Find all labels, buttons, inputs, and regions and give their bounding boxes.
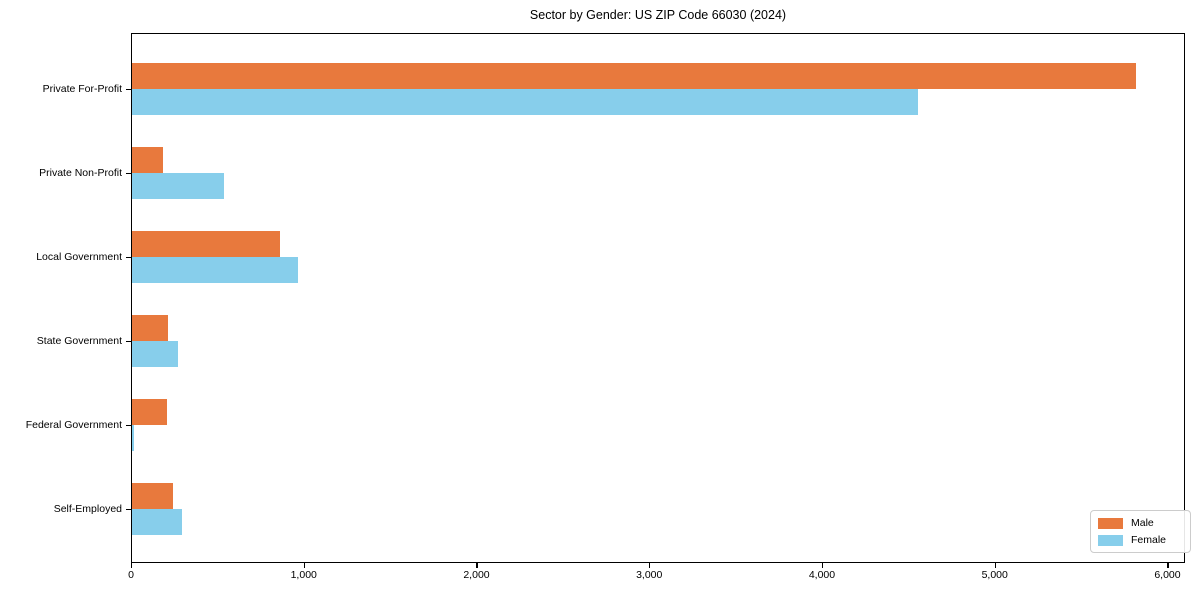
bar-female-federal-government — [132, 425, 135, 451]
legend-item-male: Male — [1098, 517, 1182, 529]
x-axis-label-6-000: 6,000 — [1154, 569, 1181, 581]
x-axis-tick — [476, 563, 478, 568]
y-axis-label-local-government: Local Government — [36, 251, 122, 263]
bar-male-state-government — [132, 315, 169, 341]
x-axis-tick — [1167, 563, 1169, 568]
bar-male-self-employed — [132, 483, 174, 509]
y-axis-label-self-employed: Self-Employed — [53, 503, 122, 515]
plot-area: Male Female — [131, 33, 1191, 563]
legend-label-female: Female — [1131, 534, 1167, 546]
x-axis-label-5-000: 5,000 — [981, 569, 1008, 581]
x-axis-label-2-000: 2,000 — [463, 569, 490, 581]
x-axis-tick — [821, 563, 824, 568]
legend: Male Female — [1090, 510, 1191, 553]
legend-item-female: Female — [1098, 534, 1182, 546]
y-axis-tick — [126, 89, 131, 91]
x-axis-label-0: 0 — [128, 569, 134, 581]
chart-title: Sector by Gender: US ZIP Code 66030 (202… — [529, 8, 787, 22]
x-axis-tick — [994, 563, 996, 568]
y-axis-tick — [126, 173, 131, 175]
y-axis-tick — [126, 509, 131, 511]
legend-swatch-male — [1098, 517, 1123, 529]
y-axis-tick — [126, 257, 131, 259]
bar-female-private-for-profit — [132, 89, 918, 115]
x-axis-label-1-000: 1,000 — [290, 569, 317, 581]
bar-male-private-non-profit — [132, 147, 164, 173]
bar-female-private-non-profit — [132, 173, 224, 199]
y-axis-label-federal-government: Federal Government — [25, 419, 122, 431]
x-axis-label-3-000: 3,000 — [636, 569, 663, 581]
bar-male-federal-government — [132, 399, 167, 425]
bar-female-state-government — [132, 341, 178, 367]
x-axis-label-4-000: 4,000 — [808, 569, 836, 581]
legend-label-male: Male — [1131, 517, 1154, 529]
bar-male-private-for-profit — [132, 63, 1136, 89]
bar-female-self-employed — [132, 509, 183, 535]
y-axis-label-state-government: State Government — [36, 335, 122, 347]
x-axis-tick — [131, 563, 133, 568]
bar-male-local-government — [132, 231, 280, 257]
y-axis-tick — [126, 425, 131, 427]
y-axis-label-private-non-profit: Private Non-Profit — [39, 167, 122, 179]
bar-female-local-government — [132, 257, 298, 283]
x-axis-tick — [303, 563, 305, 568]
x-axis-tick — [649, 563, 651, 568]
y-axis-tick — [126, 341, 131, 343]
legend-swatch-female — [1098, 534, 1123, 546]
y-axis-label-private-for-profit: Private For-Profit — [42, 83, 122, 95]
